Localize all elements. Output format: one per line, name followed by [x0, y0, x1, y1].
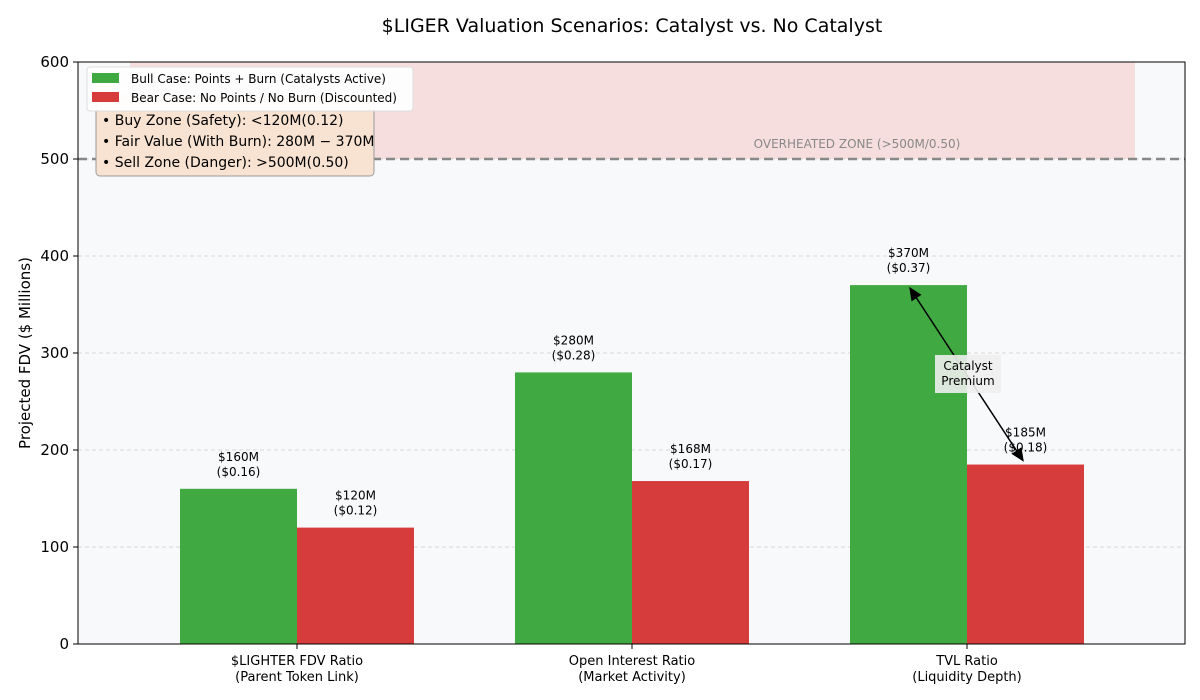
bar-value-label: $168M [670, 442, 711, 456]
bar-price-label: ($0.17) [669, 457, 713, 471]
bar-bear [632, 481, 749, 644]
bar-price-label: ($0.12) [334, 504, 378, 518]
y-tick-label: 600 [40, 53, 69, 71]
bar-price-label: ($0.18) [1004, 441, 1048, 455]
bar-value-label: $185M [1005, 426, 1046, 440]
bar-bear [967, 464, 1084, 644]
x-tick-label: Open Interest Ratio [569, 654, 696, 669]
annotation-box [935, 355, 1001, 393]
info-box-line: • Sell Zone (Danger): >500M(0.50) [102, 155, 349, 171]
legend-swatch [92, 92, 119, 102]
annotation-text: Catalyst [943, 359, 992, 373]
legend-swatch [92, 73, 119, 83]
info-box-line: • Fair Value (With Burn): 280M − 370M [102, 134, 374, 150]
y-tick-label: 200 [40, 441, 69, 459]
info-box-line: • Buy Zone (Safety): <120M(0.12) [102, 113, 344, 129]
y-tick-label: 300 [40, 344, 69, 362]
overheated-zone-label: OVERHEATED ZONE (>500M/0.50) [754, 137, 961, 151]
bar-price-label: ($0.37) [887, 261, 931, 275]
bar-value-label: $120M [335, 489, 376, 503]
chart-title: $LIGER Valuation Scenarios: Catalyst vs.… [382, 15, 883, 37]
y-tick-label: 400 [40, 247, 69, 265]
x-tick-sublabel: (Parent Token Link) [235, 670, 359, 685]
x-tick-label: TVL Ratio [935, 654, 998, 669]
bar-price-label: ($0.16) [217, 465, 261, 479]
bar-bull [180, 488, 297, 644]
legend-label: Bull Case: Points + Burn (Catalysts Acti… [131, 72, 386, 86]
bar-price-label: ($0.28) [552, 348, 596, 362]
bar-value-label: $280M [553, 333, 594, 347]
legend-label: Bear Case: No Points / No Burn (Discount… [131, 91, 397, 105]
y-tick-label: 0 [59, 635, 69, 653]
x-tick-sublabel: (Liquidity Depth) [912, 670, 1021, 685]
x-tick-label: $LIGHTER FDV Ratio [231, 654, 363, 669]
bar-bull [515, 372, 632, 644]
y-axis-label: Projected FDV ($ Millions) [16, 257, 34, 449]
x-tick-sublabel: (Market Activity) [578, 670, 686, 685]
bar-value-label: $160M [218, 450, 259, 464]
bar-value-label: $370M [888, 246, 929, 260]
bar-bull [850, 285, 967, 644]
y-tick-label: 100 [40, 538, 69, 556]
y-tick-label: 500 [40, 150, 69, 168]
bar-bear [297, 527, 414, 644]
annotation-text: Premium [941, 374, 994, 388]
legend [86, 66, 414, 112]
